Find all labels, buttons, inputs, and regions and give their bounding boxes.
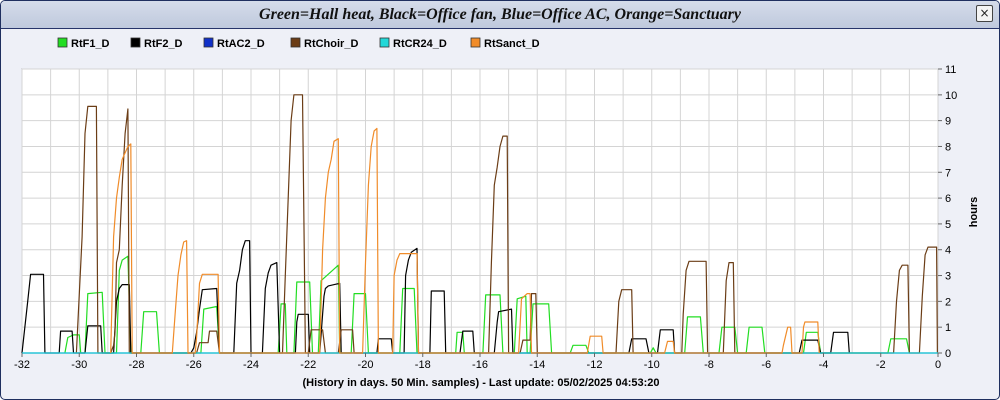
legend-label: RtF2_D <box>144 38 183 50</box>
x-tick-label: -20 <box>358 359 374 371</box>
y-tick-label: 2 <box>945 296 951 308</box>
title-bar: Green=Hall heat, Black=Office fan, Blue=… <box>1 1 999 29</box>
x-tick-label: -6 <box>761 359 771 371</box>
y-tick-label: 9 <box>945 116 951 128</box>
x-axis-label: (History in days. 50 Min. samples) - Las… <box>302 377 659 389</box>
series-line-RtChoir_D <box>75 94 938 354</box>
legend-swatch <box>290 37 301 48</box>
series-line-RtF2_D <box>21 240 850 354</box>
y-axis-label: hours <box>968 197 980 228</box>
legend-item-RtF2_D[interactable]: RtF2_D <box>130 37 183 50</box>
x-axis: -32 -30 -28 -26 -24 -22 -20 -18 -16 -14 -12 -10 -8 -6… <box>14 353 941 371</box>
x-tick-label: -18 <box>415 359 431 371</box>
chart-title: Green=Hall heat, Black=Office fan, Blue=… <box>259 5 741 23</box>
y-tick-label: 7 <box>945 167 951 179</box>
y-tick-label: 0 <box>945 348 951 360</box>
x-tick-label: -10 <box>644 359 660 371</box>
y-tick-label: 11 <box>945 64 956 76</box>
legend-label: RtSanct_D <box>484 38 540 50</box>
x-tick-label: -8 <box>704 359 714 371</box>
y-axis: 0 1 2 3 4 5 6 7 8 9 10 11 <box>938 64 957 360</box>
close-icon[interactable]: × <box>976 5 993 22</box>
x-tick-label: -2 <box>876 359 886 371</box>
legend-swatch <box>130 37 141 48</box>
y-tick-label: 4 <box>945 245 951 257</box>
legend-swatch <box>379 37 390 48</box>
x-tick-label: -30 <box>71 359 87 371</box>
legend-swatch <box>470 37 481 48</box>
legend-label: RtF1_D <box>71 38 110 50</box>
legend-swatch <box>203 37 214 48</box>
y-tick-label: 8 <box>945 141 951 153</box>
legend-label: RtChoir_D <box>304 38 358 50</box>
y-tick-label: 3 <box>945 271 951 283</box>
y-tick-label: 5 <box>945 219 951 231</box>
legend-swatch <box>57 37 68 48</box>
legend-label: RtAC2_D <box>217 38 265 50</box>
x-tick-label: -32 <box>14 359 30 371</box>
x-tick-label: -4 <box>819 359 829 371</box>
x-tick-label: -14 <box>529 359 545 371</box>
legend-item-RtF1_D[interactable]: RtF1_D <box>57 37 110 50</box>
legend-item-RtAC2_D[interactable]: RtAC2_D <box>203 37 265 50</box>
legend-item-RtChoir_D[interactable]: RtChoir_D <box>290 37 358 50</box>
x-tick-label: -28 <box>129 359 145 371</box>
legend: RtF1_D RtF2_D RtAC2_D RtChoir_D RtCR24_D RtSa… <box>57 37 540 50</box>
series-line-RtSanct_D <box>110 127 820 354</box>
x-tick-label: -24 <box>243 359 259 371</box>
x-tick-label: -12 <box>587 359 603 371</box>
legend-item-RtCR24_D[interactable]: RtCR24_D <box>379 37 447 50</box>
legend-item-RtSanct_D[interactable]: RtSanct_D <box>470 37 540 50</box>
y-tick-label: 1 <box>945 322 951 334</box>
x-tick-label: -16 <box>472 359 488 371</box>
x-tick-label: -22 <box>300 359 316 371</box>
y-tick-label: 10 <box>945 90 957 102</box>
y-tick-label: 6 <box>945 193 951 205</box>
legend-label: RtCR24_D <box>393 38 447 50</box>
x-tick-label: 0 <box>935 359 941 371</box>
x-tick-label: -26 <box>186 359 202 371</box>
